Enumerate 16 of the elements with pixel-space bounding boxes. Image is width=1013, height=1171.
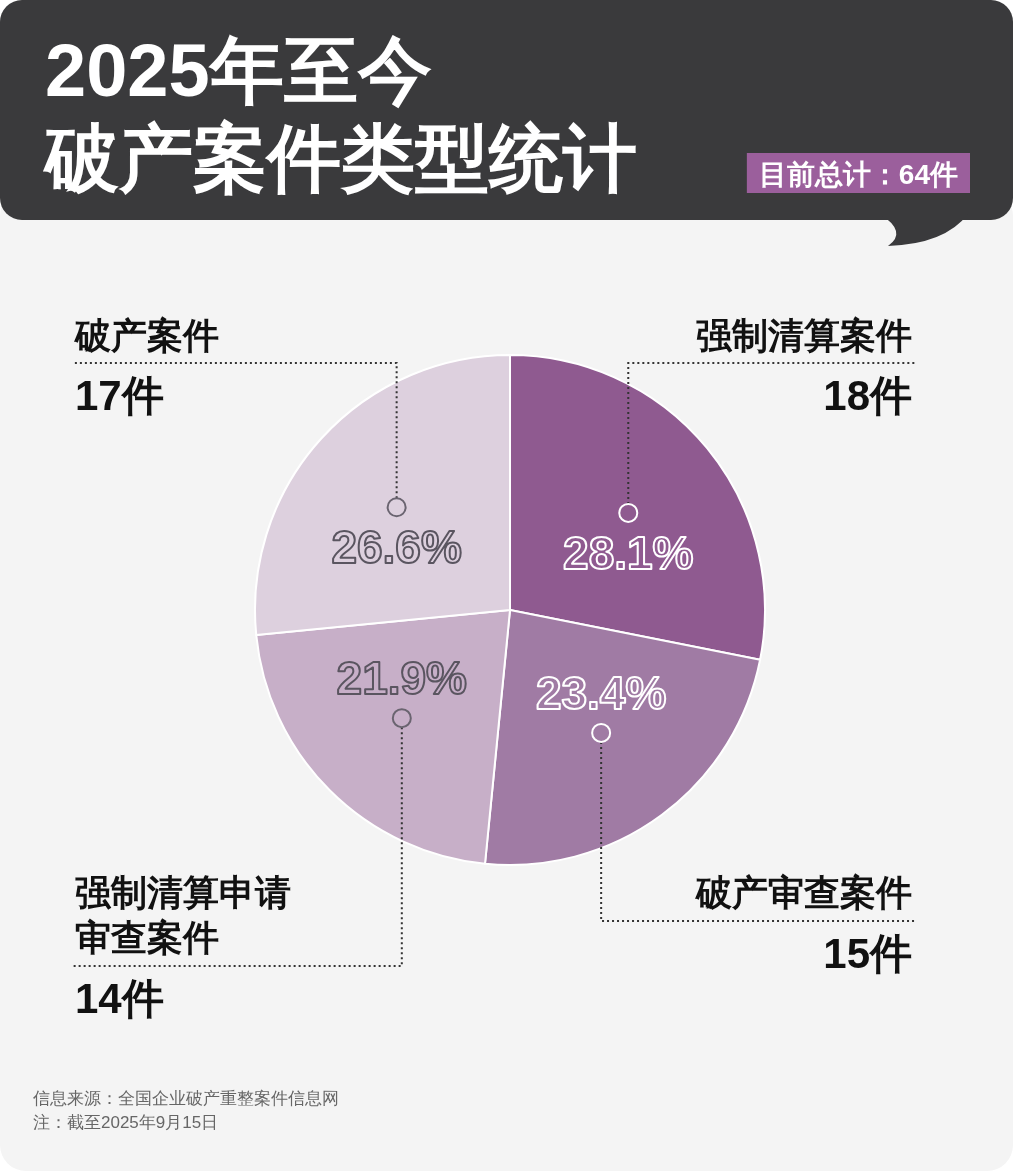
data-label: 15件 — [823, 930, 912, 977]
text: 注：截至2025年9月15日 — [33, 1113, 219, 1132]
text: 26.6% — [331, 521, 462, 574]
data-label: 18件 — [823, 372, 912, 419]
chart-title: 2025年至今破产案件类型统计 — [42, 29, 637, 200]
slice-label: 破产审查案件 — [694, 872, 912, 913]
text: 21.9% — [336, 652, 468, 705]
text: 信息来源：全国企业破产重整案件信息网 — [33, 1089, 339, 1108]
text: 23.4% — [535, 666, 667, 719]
slice-label: 破产案件 — [73, 315, 219, 356]
chart-subtitle: 目前总计：64件 — [758, 159, 958, 190]
data-label: 14件 — [75, 975, 164, 1022]
text: 28.1% — [563, 526, 694, 579]
slice-label: 强制清算申请审查案件 — [75, 872, 291, 958]
slice-label: 强制清算案件 — [696, 315, 912, 356]
data-label: 17件 — [75, 372, 164, 419]
